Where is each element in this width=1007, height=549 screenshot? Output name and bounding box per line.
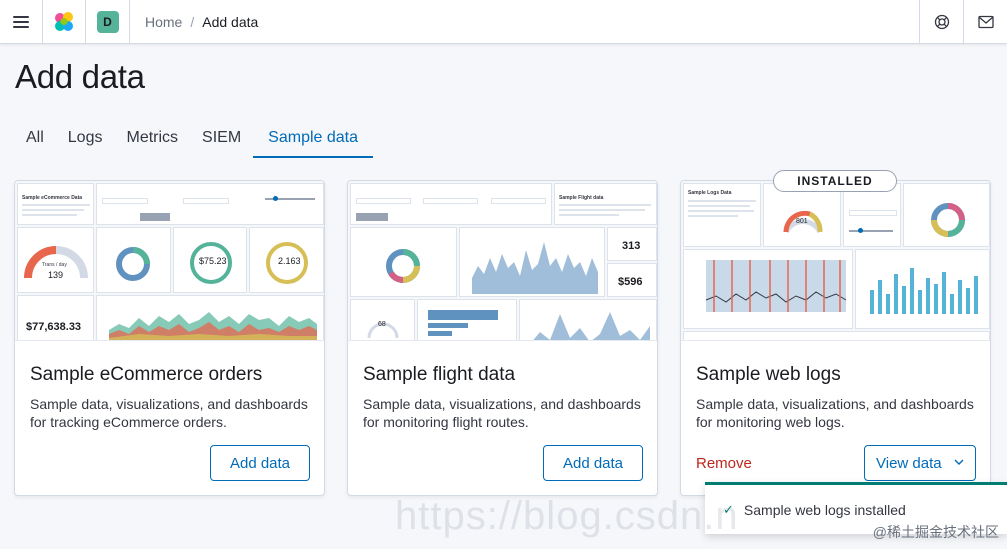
- sample-web-logs-card: Sample Logs Data 801: [680, 180, 991, 496]
- view-data-label: View data: [876, 454, 942, 472]
- toast-message: Sample web logs installed: [743, 501, 906, 518]
- preview-panel: Trans / day 139: [17, 227, 94, 293]
- card-title: Sample flight data: [363, 364, 516, 385]
- preview-panel: [683, 331, 990, 340]
- juejin-watermark: @稀土掘金技术社区: [872, 524, 999, 540]
- breadcrumb: Home / Add data: [145, 14, 258, 30]
- preview-panel: [417, 299, 517, 340]
- preview-trans-value: 139: [48, 270, 64, 280]
- header-actions: [919, 0, 1007, 44]
- flight-dashboard-preview: Sample Flight data 313 $596: [348, 181, 657, 341]
- success-toast: ✓ Sample web logs installed: [705, 482, 1007, 534]
- card-description: Sample data, visualizations, and dashboa…: [696, 396, 974, 430]
- breadcrumb-separator: /: [190, 13, 195, 30]
- preview-panel: [459, 227, 605, 297]
- space-avatar: D: [96, 10, 119, 33]
- preview-panel: [843, 183, 901, 247]
- breadcrumb-home[interactable]: Home: [145, 13, 183, 30]
- preview-delays: 68: [378, 321, 386, 328]
- space-selector[interactable]: D: [86, 0, 130, 44]
- page-title: Add data: [15, 58, 145, 95]
- tab-all[interactable]: All: [26, 129, 44, 146]
- newsfeed-button[interactable]: [963, 0, 1007, 44]
- sample-ecommerce-card: Sample eCommerce Data Trans / day 139: [14, 180, 325, 496]
- preview-avg-items: 2.163: [278, 256, 301, 266]
- mail-icon: [977, 15, 994, 28]
- tab-metrics[interactable]: Metrics: [126, 129, 179, 146]
- installed-badge: INSTALLED: [773, 170, 897, 192]
- preview-panel: 68: [350, 299, 415, 340]
- preview-panel: [96, 183, 324, 225]
- kibana-logo: [55, 11, 73, 31]
- preview-panel: [350, 227, 457, 297]
- top-navigation-bar: D Home / Add data: [0, 0, 1007, 44]
- ecommerce-dashboard-preview: Sample eCommerce Data Trans / day 139: [15, 181, 324, 341]
- preview-panel: 2.163: [249, 227, 324, 293]
- tab-logs[interactable]: Logs: [67, 129, 103, 146]
- preview-avg-spend: $75.23: [199, 256, 227, 266]
- preview-unique-visitors: 801: [796, 218, 808, 225]
- card-title: Sample eCommerce orders: [30, 364, 263, 385]
- preview-panel: Sample eCommerce Data: [17, 183, 94, 225]
- preview-panel: [519, 299, 657, 340]
- tab-sample-data[interactable]: Sample data: [253, 120, 374, 158]
- preview-panel: [683, 249, 853, 329]
- preview-total-flights: 313: [622, 240, 641, 252]
- menu-button[interactable]: [0, 0, 43, 44]
- preview-header-title: Sample Flight data: [559, 195, 604, 201]
- add-data-button[interactable]: Add data: [543, 445, 643, 481]
- chevron-down-icon: [954, 459, 964, 465]
- preview-panel: $75.23: [173, 227, 247, 293]
- card-description: Sample data, visualizations, and dashboa…: [30, 396, 308, 430]
- tab-siem[interactable]: SIEM: [202, 129, 242, 146]
- preview-panel: 313: [607, 227, 657, 261]
- preview-panel: $77,638.33: [17, 295, 94, 340]
- preview-header-title: Sample Logs Data: [688, 190, 732, 196]
- kibana-logo-button[interactable]: [43, 0, 86, 44]
- help-button[interactable]: [919, 0, 963, 44]
- view-data-button[interactable]: View data: [864, 445, 976, 481]
- help-icon: [934, 14, 949, 29]
- remove-button[interactable]: Remove: [696, 455, 752, 472]
- preview-ticket-price: $596: [618, 276, 643, 288]
- card-title: Sample web logs: [696, 364, 841, 385]
- preview-panel: [350, 183, 552, 225]
- preview-panel: [96, 295, 324, 340]
- card-description: Sample data, visualizations, and dashboa…: [363, 396, 641, 430]
- preview-header-title: Sample eCommerce Data: [22, 195, 83, 201]
- preview-trans-label: Trans / day: [42, 262, 67, 268]
- menu-icon: [13, 13, 29, 31]
- preview-panel: [903, 183, 990, 247]
- check-icon: ✓: [723, 501, 734, 517]
- preview-panel: $596: [607, 263, 657, 297]
- tab-bar: All Logs Metrics SIEM Sample data: [14, 120, 374, 158]
- sample-flight-card: Sample Flight data 313 $596: [347, 180, 658, 496]
- breadcrumb-current: Add data: [202, 13, 259, 30]
- add-data-button[interactable]: Add data: [210, 445, 310, 481]
- preview-panel: [855, 249, 990, 329]
- preview-panel: Sample Logs Data: [683, 183, 761, 247]
- csdn-watermark: https://blog.csdn.n: [395, 494, 739, 538]
- web-logs-dashboard-preview: Sample Logs Data 801: [681, 181, 990, 341]
- preview-panel: 801: [763, 183, 841, 247]
- preview-total-revenue: $77,638.33: [26, 321, 82, 333]
- preview-panel: Sample Flight data: [554, 183, 657, 225]
- preview-panel: [96, 227, 171, 293]
